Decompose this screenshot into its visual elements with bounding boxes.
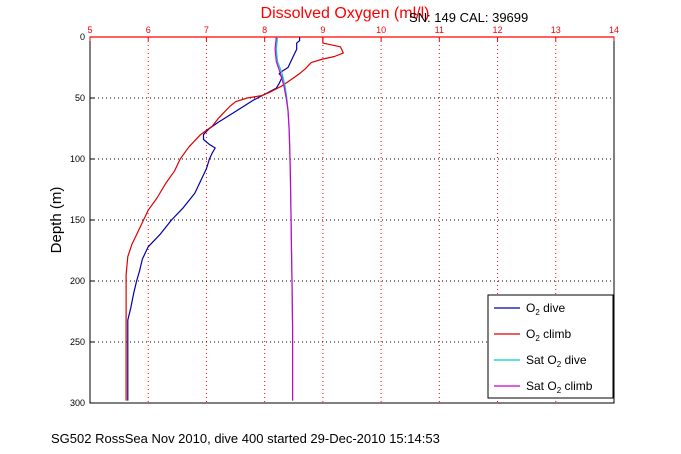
x-tick-label: 11 <box>435 25 444 35</box>
x-tick-label: 7 <box>204 25 209 35</box>
x-tick-label: 14 <box>609 25 619 35</box>
legend: O2 dive O2 climb Sat O2 dive Sat O2 climb <box>487 294 614 399</box>
chart-title: Dissolved Oxygen (ml/l) <box>261 5 430 22</box>
y-tick-label: 300 <box>70 398 85 408</box>
serial-calibration-annotation: SN: 149 CAL: 39699 <box>409 10 528 25</box>
y-tick-label: 150 <box>70 215 85 225</box>
series-line-sat-o2-climb <box>274 36 294 401</box>
legend-label: O2 climb <box>526 327 571 343</box>
x-tick-label: 5 <box>87 25 92 35</box>
legend-label: O2 dive <box>526 301 565 317</box>
y-tick-label: 250 <box>70 337 85 347</box>
legend-box <box>487 294 614 399</box>
legend-label: Sat O2 climb <box>526 379 593 395</box>
x-tick-label: 9 <box>320 25 325 35</box>
footer-caption: SG502 RossSea Nov 2010, dive 400 started… <box>51 431 440 446</box>
y-axis-label: Depth (m) <box>48 187 65 254</box>
x-tick-label: 8 <box>262 25 267 35</box>
x-tick-label: 13 <box>551 25 561 35</box>
series-lines <box>125 36 344 401</box>
series-line-o2-climb <box>125 37 344 401</box>
x-tick-label: 12 <box>493 25 503 35</box>
y-tick-label: 50 <box>75 93 85 103</box>
x-tick-label: 10 <box>376 25 386 35</box>
y-tick-label: 200 <box>70 276 85 286</box>
y-tick-label: 100 <box>70 154 85 164</box>
ticks: 5 6 7 8 9 10 11 12 13 14 0 50 100 150 200 250 300 <box>70 25 619 408</box>
y-tick-label: 0 <box>80 32 85 42</box>
legend-label: Sat O2 dive <box>526 353 587 369</box>
series-line-o2-dive <box>127 37 301 401</box>
x-tick-label: 6 <box>146 25 151 35</box>
